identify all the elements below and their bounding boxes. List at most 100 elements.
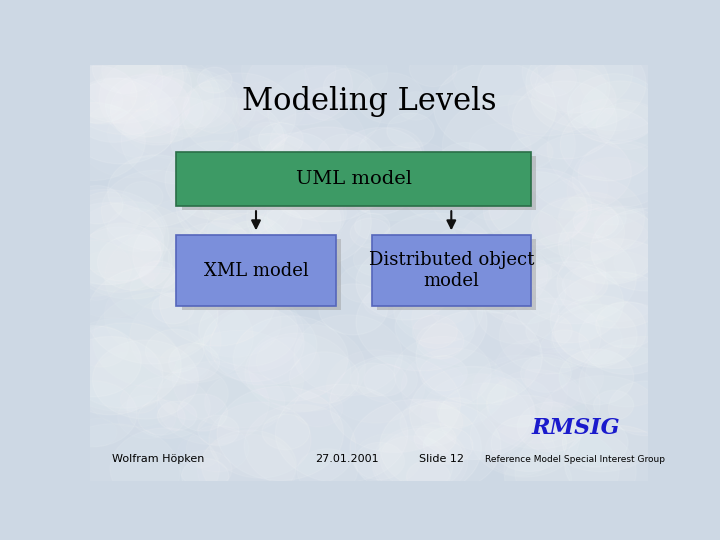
Circle shape <box>355 213 390 240</box>
Circle shape <box>110 428 220 509</box>
Circle shape <box>54 202 163 285</box>
Circle shape <box>75 227 163 292</box>
Circle shape <box>445 237 548 313</box>
Circle shape <box>487 378 552 428</box>
Circle shape <box>145 329 204 373</box>
Circle shape <box>92 340 199 419</box>
Circle shape <box>198 415 239 446</box>
Circle shape <box>127 376 210 438</box>
Circle shape <box>550 272 680 368</box>
Circle shape <box>182 73 296 158</box>
Circle shape <box>181 458 229 494</box>
Circle shape <box>145 69 238 137</box>
Circle shape <box>178 394 228 431</box>
Circle shape <box>552 304 637 368</box>
Circle shape <box>176 163 292 249</box>
Circle shape <box>41 190 168 285</box>
Circle shape <box>536 61 606 113</box>
Circle shape <box>474 272 529 313</box>
Circle shape <box>521 354 571 392</box>
Circle shape <box>327 350 425 423</box>
Circle shape <box>241 35 336 105</box>
Circle shape <box>256 338 320 384</box>
Circle shape <box>238 171 278 201</box>
Circle shape <box>319 284 387 335</box>
Circle shape <box>521 258 595 314</box>
Circle shape <box>472 193 508 220</box>
Circle shape <box>221 234 298 291</box>
Circle shape <box>289 352 359 403</box>
Circle shape <box>64 78 179 164</box>
Circle shape <box>67 323 181 408</box>
Circle shape <box>374 213 498 305</box>
Circle shape <box>379 401 501 492</box>
FancyBboxPatch shape <box>182 239 341 310</box>
Circle shape <box>105 74 189 137</box>
Circle shape <box>483 172 588 249</box>
Circle shape <box>318 134 372 174</box>
Circle shape <box>562 267 608 301</box>
Text: XML model: XML model <box>204 261 308 280</box>
Circle shape <box>452 43 538 106</box>
Circle shape <box>439 383 531 451</box>
Circle shape <box>420 356 467 391</box>
Circle shape <box>489 168 592 245</box>
Circle shape <box>578 140 667 207</box>
Circle shape <box>357 357 418 402</box>
Circle shape <box>140 261 176 288</box>
Circle shape <box>517 402 585 452</box>
Circle shape <box>354 243 397 276</box>
Circle shape <box>359 127 424 176</box>
Circle shape <box>564 426 669 503</box>
Circle shape <box>330 355 461 453</box>
Circle shape <box>165 141 271 220</box>
Circle shape <box>522 30 633 113</box>
Circle shape <box>130 64 214 126</box>
Circle shape <box>97 235 172 291</box>
Circle shape <box>480 377 517 405</box>
Circle shape <box>120 385 158 413</box>
Circle shape <box>594 207 651 249</box>
Circle shape <box>107 155 204 227</box>
Circle shape <box>168 343 220 381</box>
Circle shape <box>591 208 701 291</box>
Circle shape <box>172 330 304 428</box>
Circle shape <box>346 146 446 221</box>
Circle shape <box>434 236 477 267</box>
Circle shape <box>448 233 507 277</box>
Circle shape <box>567 73 661 144</box>
Circle shape <box>402 162 481 221</box>
Circle shape <box>199 293 297 366</box>
Circle shape <box>531 62 577 97</box>
Circle shape <box>270 112 348 170</box>
Circle shape <box>442 96 575 194</box>
Circle shape <box>500 298 601 374</box>
Circle shape <box>180 450 232 489</box>
Circle shape <box>572 144 667 214</box>
Circle shape <box>66 201 197 299</box>
Circle shape <box>122 181 163 212</box>
Circle shape <box>560 109 657 181</box>
Circle shape <box>104 228 237 327</box>
Circle shape <box>338 127 423 191</box>
Circle shape <box>210 306 317 385</box>
Circle shape <box>56 240 132 296</box>
Circle shape <box>202 430 297 501</box>
Circle shape <box>372 436 453 496</box>
Circle shape <box>177 156 287 238</box>
Circle shape <box>184 80 256 133</box>
Circle shape <box>227 221 276 257</box>
Circle shape <box>547 99 681 198</box>
Circle shape <box>41 103 145 180</box>
Circle shape <box>552 37 678 131</box>
Circle shape <box>528 134 631 211</box>
Circle shape <box>385 256 438 295</box>
Circle shape <box>339 265 390 303</box>
Circle shape <box>158 367 228 420</box>
Text: Modeling Levels: Modeling Levels <box>242 85 496 117</box>
Circle shape <box>596 103 660 150</box>
Circle shape <box>570 251 665 322</box>
Circle shape <box>526 38 646 128</box>
Circle shape <box>436 143 494 185</box>
Circle shape <box>198 293 304 372</box>
